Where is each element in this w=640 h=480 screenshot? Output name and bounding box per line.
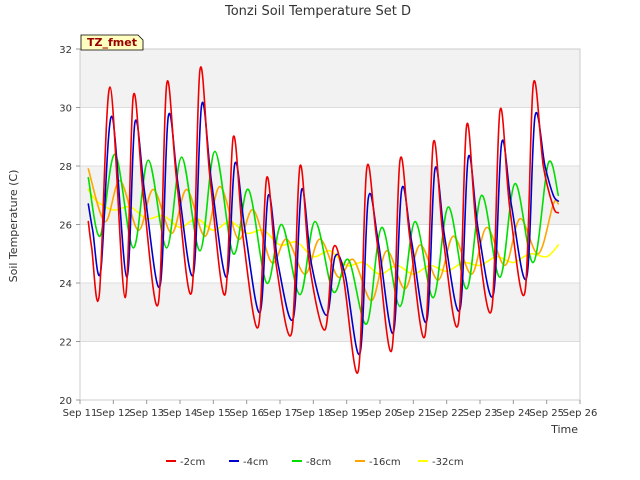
x-tick-label: Sep 12 [96, 408, 131, 419]
y-tick-label: 26 [59, 221, 72, 232]
x-tick-label: Sep 20 [363, 408, 398, 419]
y-axis-label: Soil Temperature (C) [7, 170, 20, 283]
x-tick-label: Sep 14 [163, 408, 198, 419]
plot-band [80, 49, 580, 108]
x-tick-label: Sep 16 [229, 408, 264, 419]
legend-label: -32cm [432, 457, 464, 468]
plot-band [80, 166, 580, 225]
y-tick-label: 20 [59, 396, 72, 407]
y-tick-label: 32 [59, 45, 72, 56]
plot-band [80, 341, 580, 400]
annotation-box: TZ_fmet [80, 34, 144, 51]
y-tick-label: 28 [59, 162, 72, 173]
x-tick-label: Sep 26 [563, 408, 598, 419]
legend-label: -4cm [243, 457, 268, 468]
x-tick-label: Sep 24 [496, 408, 531, 419]
chart-title: Tonzi Soil Temperature Set D [224, 4, 411, 19]
series-line-4cm [87, 101, 560, 356]
legend-label: -8cm [306, 457, 331, 468]
x-tick-label: Sep 11 [63, 408, 98, 419]
x-tick-label: Sep 25 [529, 408, 564, 419]
x-tick-label: Sep 22 [429, 408, 464, 419]
series-line-2cm [87, 66, 560, 374]
x-tick-label: Sep 21 [396, 408, 431, 419]
x-tick-label: Sep 13 [129, 408, 164, 419]
y-tick-label: 30 [59, 104, 72, 115]
legend-label: -2cm [180, 457, 205, 468]
x-axis-label: Time [550, 423, 578, 436]
annotation-label: TZ_fmet [87, 36, 137, 49]
legend: -2cm -4cm -8cm -16cm -32cm [166, 457, 464, 468]
x-tick-label: Sep 19 [329, 408, 364, 419]
x-tick-label: Sep 18 [296, 408, 331, 419]
x-tick-label: Sep 23 [463, 408, 498, 419]
y-ticks: 20 22 24 26 28 30 32 [59, 45, 80, 407]
x-tick-label: Sep 15 [196, 408, 231, 419]
y-tick-label: 24 [59, 279, 72, 290]
series-line-8cm [87, 150, 560, 325]
series-lines [87, 66, 560, 374]
y-tick-label: 22 [59, 338, 72, 349]
legend-label: -16cm [369, 457, 401, 468]
x-tick-label: Sep 17 [263, 408, 298, 419]
